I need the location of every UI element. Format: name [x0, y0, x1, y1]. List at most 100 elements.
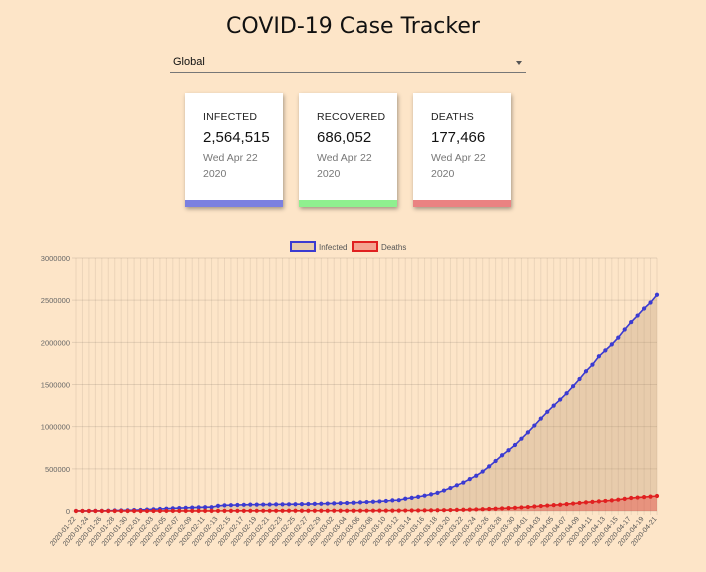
y-tick-label: 1500000: [41, 381, 70, 390]
legend-swatch-infected: [290, 241, 316, 252]
data-point-infected: [622, 327, 627, 332]
data-point-infected: [629, 319, 634, 325]
data-point-infected: [422, 493, 427, 498]
data-point-infected: [390, 498, 395, 503]
y-tick-label: 500000: [45, 465, 70, 474]
data-point-deaths: [312, 508, 317, 513]
data-point-infected: [532, 423, 537, 428]
data-point-deaths: [480, 507, 485, 512]
data-point-deaths: [80, 508, 85, 514]
data-point-deaths: [183, 508, 188, 514]
y-tick-label: 3000000: [41, 254, 70, 263]
data-point-infected: [609, 342, 614, 347]
chevron-down-icon[interactable]: [516, 61, 522, 65]
data-point-deaths: [538, 503, 543, 509]
data-point-infected: [512, 442, 518, 448]
data-point-deaths: [325, 508, 330, 513]
data-point-deaths: [377, 508, 382, 513]
data-point-deaths: [454, 507, 459, 513]
data-point-infected: [577, 376, 582, 382]
data-point-infected: [428, 492, 434, 497]
data-point-deaths: [364, 508, 369, 513]
data-point-deaths: [551, 503, 556, 508]
data-point-infected: [519, 436, 524, 441]
data-point-infected: [319, 501, 324, 506]
y-tick-label: 2000000: [41, 338, 70, 347]
data-point-deaths: [532, 504, 537, 509]
data-point-deaths: [86, 508, 92, 514]
data-point-infected: [616, 335, 621, 340]
data-point-infected: [654, 292, 660, 297]
data-point-infected: [312, 501, 317, 507]
data-point-infected: [396, 498, 401, 503]
data-point-deaths: [338, 508, 343, 513]
data-point-deaths: [519, 505, 524, 510]
data-point-infected: [215, 503, 221, 509]
country-select-value: Global: [173, 56, 205, 68]
data-point-infected: [603, 348, 608, 353]
card-color-bar: [413, 200, 511, 207]
data-point-deaths: [125, 508, 130, 514]
data-point-deaths: [222, 508, 227, 513]
data-point-infected: [416, 494, 421, 499]
data-point-infected: [235, 502, 240, 508]
data-point-deaths: [99, 508, 104, 514]
data-point-deaths: [119, 508, 124, 514]
data-point-deaths: [558, 502, 563, 507]
data-point-infected: [525, 430, 530, 435]
data-point-deaths: [428, 508, 434, 513]
data-point-deaths: [525, 504, 530, 510]
data-point-infected: [499, 453, 505, 458]
data-point-deaths: [215, 508, 221, 513]
deaths-card: DEATHS 177,466 Wed Apr 22 2020: [413, 93, 511, 207]
card-color-bar: [299, 200, 397, 207]
data-point-infected: [286, 502, 292, 507]
data-point-infected: [467, 477, 472, 482]
data-point-deaths: [648, 494, 653, 499]
data-point-deaths: [435, 508, 440, 513]
data-point-infected: [209, 505, 214, 510]
data-point-deaths: [280, 508, 285, 513]
data-point-infected: [551, 403, 556, 408]
legend-label-deaths: Deaths: [381, 243, 406, 252]
legend-label-infected: Infected: [319, 243, 347, 252]
data-point-deaths: [403, 508, 408, 513]
data-point-infected: [203, 505, 208, 510]
data-point-deaths: [396, 508, 401, 513]
y-tick-label: 0: [66, 507, 70, 516]
data-point-deaths: [487, 506, 492, 512]
data-point-infected: [383, 498, 388, 504]
country-select[interactable]: Global: [170, 53, 526, 73]
data-point-infected: [454, 483, 459, 488]
data-point-deaths: [254, 508, 259, 513]
data-point-deaths: [144, 508, 150, 514]
data-point-infected: [596, 354, 602, 359]
data-point-infected: [538, 416, 543, 421]
card-value: 686,052: [317, 129, 372, 146]
data-point-infected: [441, 488, 447, 493]
data-point-infected: [506, 448, 511, 453]
page-title: COVID-19 Case Tracker: [226, 14, 480, 39]
data-point-deaths: [461, 507, 466, 512]
data-point-deaths: [306, 508, 311, 513]
data-point-infected: [545, 409, 550, 414]
data-point-infected: [583, 369, 589, 374]
data-point-infected: [648, 300, 653, 305]
data-point-infected: [480, 469, 485, 474]
data-point-deaths: [641, 494, 647, 500]
data-point-infected: [474, 473, 479, 478]
data-point-deaths: [448, 507, 453, 513]
data-point-infected: [254, 502, 259, 507]
card-label: DEATHS: [431, 111, 475, 123]
data-point-deaths: [564, 502, 569, 507]
data-point-deaths: [319, 508, 324, 513]
data-point-deaths: [235, 508, 240, 513]
data-point-deaths: [196, 508, 201, 514]
data-point-infected: [570, 384, 576, 389]
data-point-infected: [364, 499, 369, 505]
data-point-deaths: [603, 498, 608, 504]
series-area-deaths: [76, 496, 657, 511]
data-point-deaths: [629, 495, 634, 501]
data-point-deaths: [151, 508, 156, 514]
data-point-infected: [487, 464, 492, 469]
